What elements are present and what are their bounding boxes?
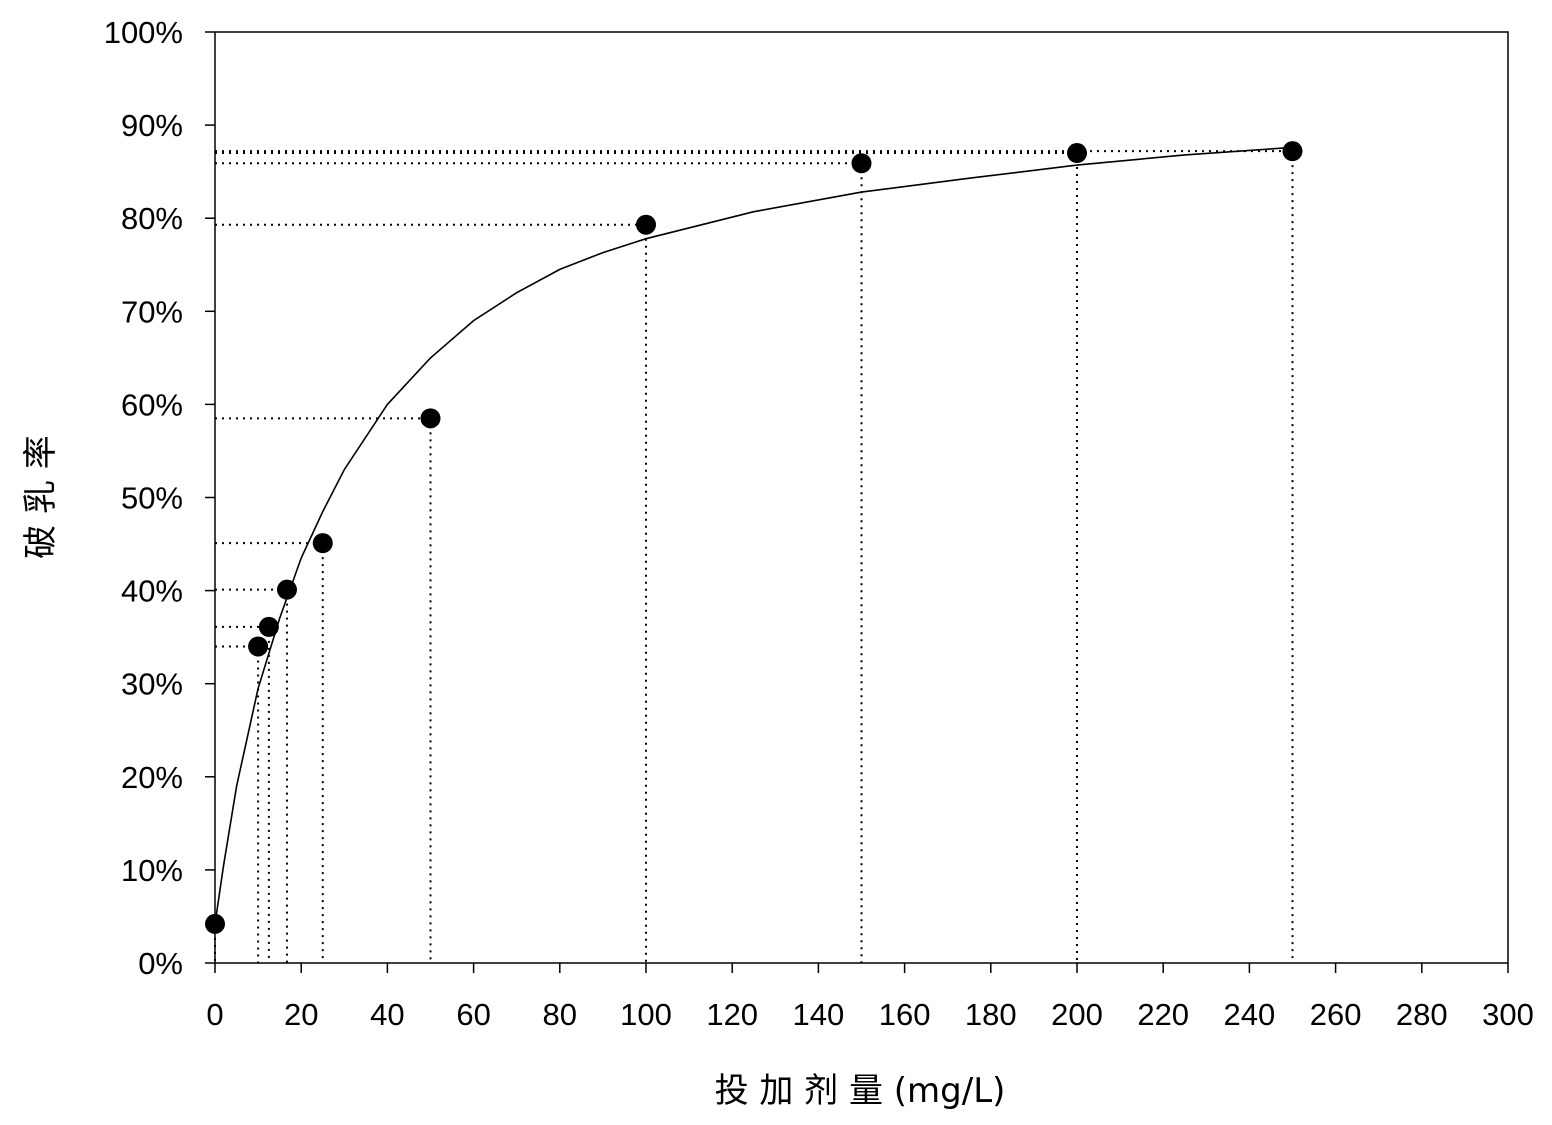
- y-tick-label: 20%: [121, 760, 183, 795]
- y-tick-label: 70%: [121, 294, 183, 329]
- x-tick-label: 100: [620, 997, 672, 1032]
- y-tick-label: 10%: [121, 853, 183, 888]
- y-tick-label: 50%: [121, 481, 183, 516]
- x-tick-label: 80: [543, 997, 577, 1032]
- data-point: [1282, 141, 1303, 162]
- x-axis-title: 投 加 剂 量 (mg/L): [715, 1071, 1006, 1111]
- reference-lines: [214, 150, 1294, 963]
- x-tick-label: 140: [793, 997, 845, 1032]
- fit-curve-path: [214, 146, 1293, 925]
- data-point: [1067, 143, 1087, 164]
- y-axis-title: 破 乳 率: [21, 435, 61, 559]
- y-tick-label: 80%: [121, 201, 183, 236]
- x-tick-label: 220: [1137, 997, 1189, 1032]
- x-tick-label: 240: [1224, 997, 1276, 1032]
- x-tick-label: 40: [370, 997, 404, 1032]
- data-point: [276, 579, 297, 600]
- x-tick-label: 200: [1051, 997, 1103, 1032]
- data-point: [205, 913, 225, 934]
- x-tick-label: 20: [284, 997, 318, 1032]
- fitted-curve: [214, 146, 1293, 925]
- x-tick-label: 0: [206, 997, 223, 1032]
- x-tick-label: 160: [879, 997, 931, 1032]
- x-tick-label: 260: [1310, 997, 1362, 1032]
- y-tick-label: 100%: [104, 15, 183, 50]
- y-tick-label: 90%: [121, 108, 183, 143]
- x-tick-label: 60: [456, 997, 490, 1032]
- y-axis-ticks: 0% 10% 20% 30% 40% 50% 60% 70% 80% 90% 100%: [104, 15, 215, 981]
- x-tick-label: 280: [1396, 997, 1448, 1032]
- x-tick-label: 120: [706, 997, 758, 1032]
- x-axis-ticks: 0 20 40 60 80 100 120 140 160 180 200 220 240 260 280 3…: [206, 963, 1534, 1032]
- y-tick-label: 40%: [121, 574, 183, 609]
- data-point: [420, 408, 441, 429]
- x-tick-label: 300: [1482, 997, 1534, 1032]
- data-point: [851, 153, 872, 174]
- y-tick-label: 60%: [121, 387, 183, 422]
- y-tick-label: 30%: [121, 667, 183, 702]
- data-point: [258, 616, 279, 637]
- data-point: [248, 636, 269, 657]
- data-point: [636, 214, 656, 235]
- x-tick-label: 180: [965, 997, 1017, 1032]
- y-tick-label: 0%: [138, 946, 183, 981]
- data-points: [205, 141, 1303, 934]
- data-point: [312, 533, 333, 554]
